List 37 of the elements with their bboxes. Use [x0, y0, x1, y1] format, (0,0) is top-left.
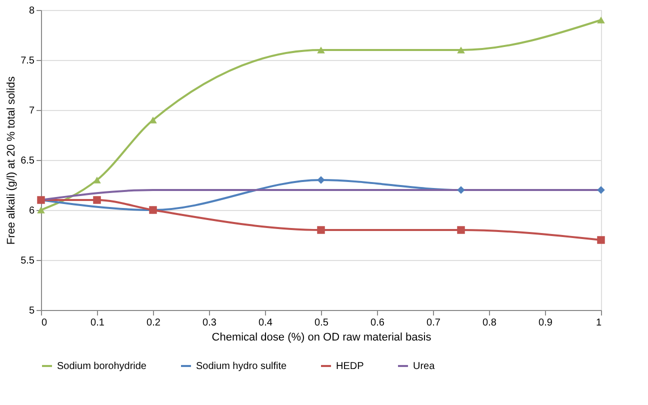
x-tick-label: 0 — [42, 318, 48, 328]
x-axis-title: Chemical dose (%) on OD raw material basis — [212, 332, 432, 344]
y-tick-label: 7 — [28, 106, 35, 116]
y-axis-title: Free alkali (g/l) at 20 % total solids — [6, 76, 18, 245]
point — [597, 16, 605, 24]
point — [317, 46, 325, 54]
x-tick-label: 0.1 — [90, 318, 105, 328]
x-tick-label: 0.7 — [426, 318, 441, 328]
point — [457, 46, 465, 54]
legend-label: Sodium hydro sulfite — [196, 361, 288, 372]
point — [597, 236, 605, 244]
x-tick-label: 0.5 — [314, 318, 329, 328]
point — [149, 116, 157, 124]
point — [597, 186, 605, 194]
point — [37, 206, 45, 214]
x-tick-label: 0.3 — [202, 318, 217, 328]
legend-label: Sodium borohydride — [57, 361, 147, 372]
x-tick-label: 1 — [596, 318, 602, 328]
point — [93, 176, 101, 184]
y-tick-label: 6.5 — [20, 156, 35, 166]
y-tick-label: 5 — [28, 306, 35, 316]
x-tick-label: 0.2 — [146, 318, 161, 328]
y-tick-label: 8 — [28, 6, 35, 16]
y-tick-label: 7.5 — [20, 56, 35, 66]
point — [457, 186, 465, 194]
point — [317, 226, 325, 234]
legend-label: HEDP — [336, 361, 364, 372]
point — [457, 226, 465, 234]
x-tick-label: 0.6 — [370, 318, 385, 328]
x-tick-label: 0.8 — [482, 318, 497, 328]
x-tick-label: 0.4 — [258, 318, 273, 328]
point — [93, 196, 101, 204]
point — [317, 176, 325, 184]
x-tick-label: 0.9 — [538, 318, 553, 328]
legend-label: Urea — [413, 361, 436, 372]
y-tick-label: 5.5 — [20, 256, 35, 266]
y-tick-label: 6 — [28, 206, 35, 216]
